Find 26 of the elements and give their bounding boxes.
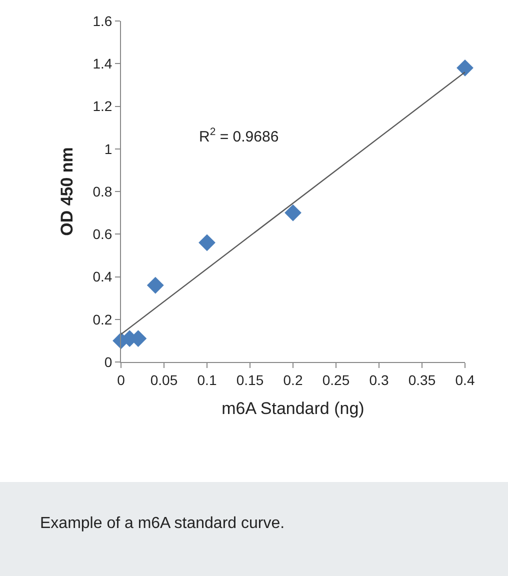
x-tick-label: 0.2 bbox=[283, 372, 303, 388]
y-tick-label: 0.4 bbox=[92, 268, 112, 285]
x-axis-title: m6A Standard (ng) bbox=[222, 399, 364, 418]
point bbox=[198, 234, 216, 252]
x-tick-label: 0 bbox=[117, 372, 126, 388]
y-tick-label: 0.8 bbox=[92, 183, 112, 200]
y-tick-label: 0 bbox=[104, 354, 112, 370]
x-tick-label: 0.4 bbox=[455, 372, 475, 388]
y-tick-label: 0.2 bbox=[92, 311, 112, 328]
x-tick-label: 0.15 bbox=[236, 372, 264, 388]
x-tick-label: 0.25 bbox=[322, 372, 350, 388]
x-tick-label: 0.3 bbox=[369, 372, 389, 388]
point bbox=[456, 59, 474, 76]
y-tick-label: 1.2 bbox=[92, 98, 112, 114]
x-tick-label: 0.05 bbox=[150, 372, 178, 388]
y-axis-title: OD 450 nm bbox=[57, 147, 76, 236]
point bbox=[146, 276, 164, 294]
annotation: R$^{2}$ = 0.9686 bbox=[199, 126, 279, 146]
text: Example of a m6A standard curve. bbox=[40, 515, 285, 532]
point bbox=[284, 204, 302, 222]
y-tick-label: 1.6 bbox=[92, 12, 112, 29]
x-tick-label: 0.1 bbox=[197, 372, 217, 388]
x-tick-label: 0.35 bbox=[408, 372, 436, 388]
y-tick-label: 1 bbox=[104, 140, 112, 157]
y-tick-label: 1.4 bbox=[92, 56, 112, 72]
y-tick-label: 0.6 bbox=[92, 226, 112, 242]
